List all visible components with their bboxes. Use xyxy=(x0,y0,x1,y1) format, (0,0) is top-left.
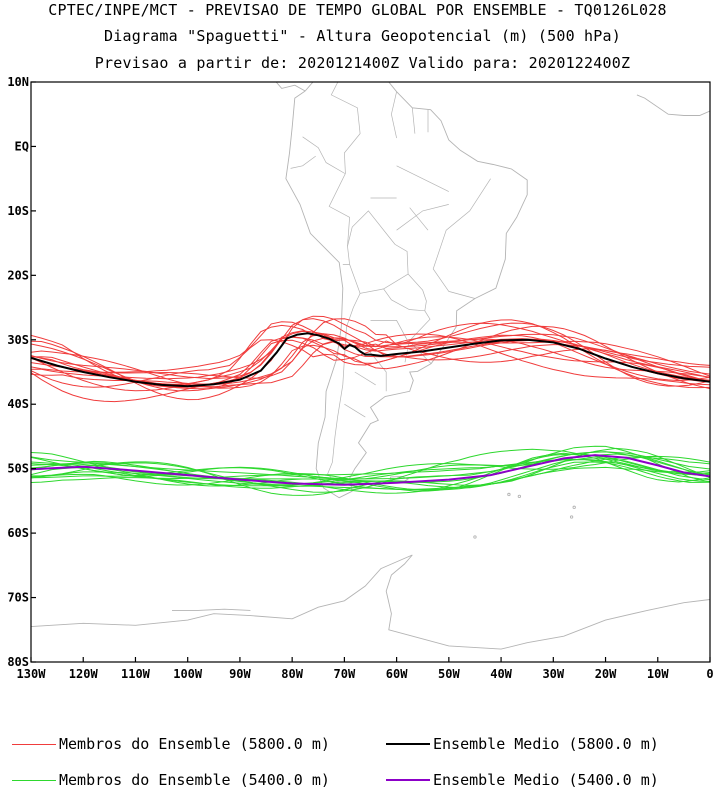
y-tick-label: 10N xyxy=(7,75,29,89)
y-tick-label: 30S xyxy=(7,333,29,347)
chart-subtitle: Diagrama "Spaguetti" - Altura Geopotenci… xyxy=(104,27,621,45)
members-5400-series xyxy=(31,445,710,496)
country-border xyxy=(383,288,427,312)
ensemble-mean-series xyxy=(31,332,710,486)
y-tick-label: 60S xyxy=(7,526,29,540)
coastline-africa xyxy=(636,94,710,116)
x-tick-label: 60W xyxy=(386,667,408,681)
legend-mean-5800: Ensemble Medio (5800.0 m) xyxy=(386,735,659,753)
country-border xyxy=(411,107,416,134)
x-tick-label: 20W xyxy=(595,667,617,681)
x-tick-label: 30W xyxy=(542,667,564,681)
y-tick-label: 80S xyxy=(7,655,29,669)
legend-members-5400: Membros do Ensemble (5400.0 m) xyxy=(12,771,330,789)
y-tick-label: 40S xyxy=(7,397,29,411)
country-border xyxy=(409,207,429,231)
island-marker xyxy=(473,535,477,539)
island-marker xyxy=(569,515,574,519)
legend-label-mean-5800: Ensemble Medio (5800.0 m) xyxy=(433,735,659,753)
country-border xyxy=(302,136,346,174)
member-5800-line xyxy=(31,336,710,392)
country-border xyxy=(407,273,427,302)
chart-validity: Previsao a partir de: 2020121400Z Valido… xyxy=(94,54,631,72)
member-5400-line xyxy=(31,461,710,489)
country-border xyxy=(404,310,431,363)
country-border xyxy=(370,320,408,340)
x-axis: 130W 120W 110W 100W 90W 80W 70W 60W 50W 40W 30W 20W… xyxy=(17,657,714,681)
coastline-antarctic-island xyxy=(172,608,251,611)
plot-frame xyxy=(30,81,711,663)
country-border xyxy=(354,371,376,386)
island-marker xyxy=(572,505,576,509)
member-5800-line xyxy=(31,336,710,388)
country-border xyxy=(396,165,449,192)
legend-label-mean-5400: Ensemble Medio (5400.0 m) xyxy=(433,771,659,789)
legend-swatch-members-5400 xyxy=(12,779,56,781)
y-axis: 10N EQ 10S 20S 30S 40S 50S 60S 70S 80S xyxy=(7,75,36,669)
country-border xyxy=(330,82,361,174)
country-border xyxy=(290,155,316,169)
member-5400-line xyxy=(31,455,710,480)
member-5800-line xyxy=(31,337,710,379)
country-border xyxy=(391,91,397,139)
x-tick-label: 110W xyxy=(121,667,151,681)
chart-title: CPTEC/INPE/MCT - PREVISAO DE TEMPO GLOBA… xyxy=(48,1,667,19)
country-border xyxy=(432,178,491,299)
x-tick-label: 80W xyxy=(281,667,303,681)
country-border xyxy=(328,173,350,265)
y-tick-label: 50S xyxy=(7,462,29,476)
x-tick-label: 50W xyxy=(438,667,460,681)
y-tick-label: 20S xyxy=(7,268,29,282)
country-border xyxy=(347,210,409,294)
mean-5800-line xyxy=(31,332,710,388)
member-5800-line xyxy=(31,315,710,401)
coastline-central-america xyxy=(275,82,306,92)
mean-5400-line xyxy=(31,454,710,486)
island-marker xyxy=(517,494,522,499)
x-tick-label: 120W xyxy=(69,667,99,681)
coastline-south-america xyxy=(285,82,528,499)
legend-members-5800: Membros do Ensemble (5800.0 m) xyxy=(12,735,330,753)
x-tick-label: 0 xyxy=(706,667,713,681)
member-5800-line xyxy=(31,330,710,386)
x-tick-label: 70W xyxy=(334,667,356,681)
coastline-map xyxy=(31,82,710,650)
legend-swatch-mean-5400 xyxy=(386,779,430,781)
country-border xyxy=(396,204,449,231)
y-tick-label: EQ xyxy=(15,139,29,153)
y-tick-label: 10S xyxy=(7,204,29,218)
member-5800-line xyxy=(31,319,710,392)
x-tick-label: 10W xyxy=(647,667,669,681)
legend-label-members-5400: Membros do Ensemble (5400.0 m) xyxy=(59,771,330,789)
legend-mean-5400: Ensemble Medio (5400.0 m) xyxy=(386,771,659,789)
coastline-antarctica xyxy=(31,554,710,650)
x-tick-label: 90W xyxy=(229,667,251,681)
legend-label-members-5800: Membros do Ensemble (5800.0 m) xyxy=(59,735,330,753)
country-border xyxy=(344,403,366,418)
island-marker xyxy=(507,492,511,497)
member-5800-line xyxy=(31,325,710,390)
member-5800-line xyxy=(31,318,710,385)
x-tick-label: 100W xyxy=(173,667,203,681)
member-5800-line xyxy=(31,333,710,403)
legend-swatch-members-5800 xyxy=(12,743,56,745)
y-tick-label: 70S xyxy=(7,591,29,605)
x-tick-label: 40W xyxy=(490,667,512,681)
member-5400-line xyxy=(31,456,710,491)
x-tick-label: 130W xyxy=(17,667,47,681)
legend-swatch-mean-5800 xyxy=(386,743,430,745)
